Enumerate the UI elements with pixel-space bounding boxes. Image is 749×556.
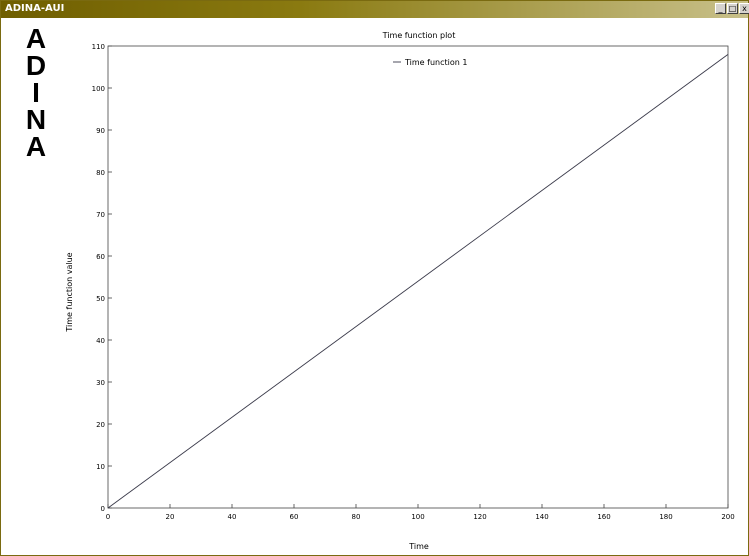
y-tick-label: 10	[96, 463, 105, 471]
logo-letter: I	[32, 77, 40, 108]
y-tick-label: 20	[96, 421, 105, 429]
y-tick-label: 30	[96, 379, 105, 387]
logo-letter: A	[25, 23, 47, 54]
y-tick-label: 90	[96, 127, 105, 135]
y-tick-label: 0	[101, 505, 105, 513]
close-button[interactable]: x	[739, 3, 749, 14]
x-tick-label: 160	[597, 513, 610, 521]
x-tick-label: 0	[106, 513, 110, 521]
y-tick-label: 70	[96, 211, 105, 219]
y-tick-label: 50	[96, 295, 105, 303]
y-tick-label: 60	[96, 253, 105, 261]
title-bar[interactable]: ADINA-AUI _ □ x	[1, 1, 749, 18]
y-tick-label: 110	[92, 43, 105, 51]
legend-label: Time function 1	[404, 58, 467, 67]
window-title: ADINA-AUI	[5, 3, 65, 14]
x-tick-label: 180	[659, 513, 672, 521]
series-line	[107, 54, 729, 509]
logo-letter: A	[25, 131, 47, 162]
chart-title: Time function plot	[382, 31, 456, 40]
x-axis-label: Time	[408, 542, 429, 551]
y-axis-label: Time function value	[65, 252, 74, 332]
logo-letter: N	[25, 104, 47, 135]
x-tick-label: 40	[228, 513, 237, 521]
y-tick-label: 80	[96, 169, 105, 177]
plot-frame	[107, 45, 729, 509]
x-tick-label: 60	[290, 513, 299, 521]
x-tick-label: 120	[473, 513, 486, 521]
maximize-button[interactable]: □	[727, 3, 738, 14]
x-tick-label: 80	[352, 513, 361, 521]
plot-area: 0 10 20 30 40 50 60 70 80 90 100 110 0 20 40 60 80 100 120…	[92, 43, 735, 521]
y-tick-label: 100	[92, 85, 105, 93]
minimize-button[interactable]: _	[715, 3, 726, 14]
adina-logo: A D I N A	[21, 23, 51, 162]
logo-letter: D	[25, 50, 47, 81]
x-tick-label: 200	[721, 513, 734, 521]
time-function-chart: Time function plot 0 10 20 30 40 50 60 70 80 90 10…	[65, 31, 735, 551]
x-tick-label: 140	[535, 513, 548, 521]
x-tick-label: 20	[166, 513, 175, 521]
y-tick-label: 40	[96, 337, 105, 345]
x-tick-label: 100	[411, 513, 424, 521]
